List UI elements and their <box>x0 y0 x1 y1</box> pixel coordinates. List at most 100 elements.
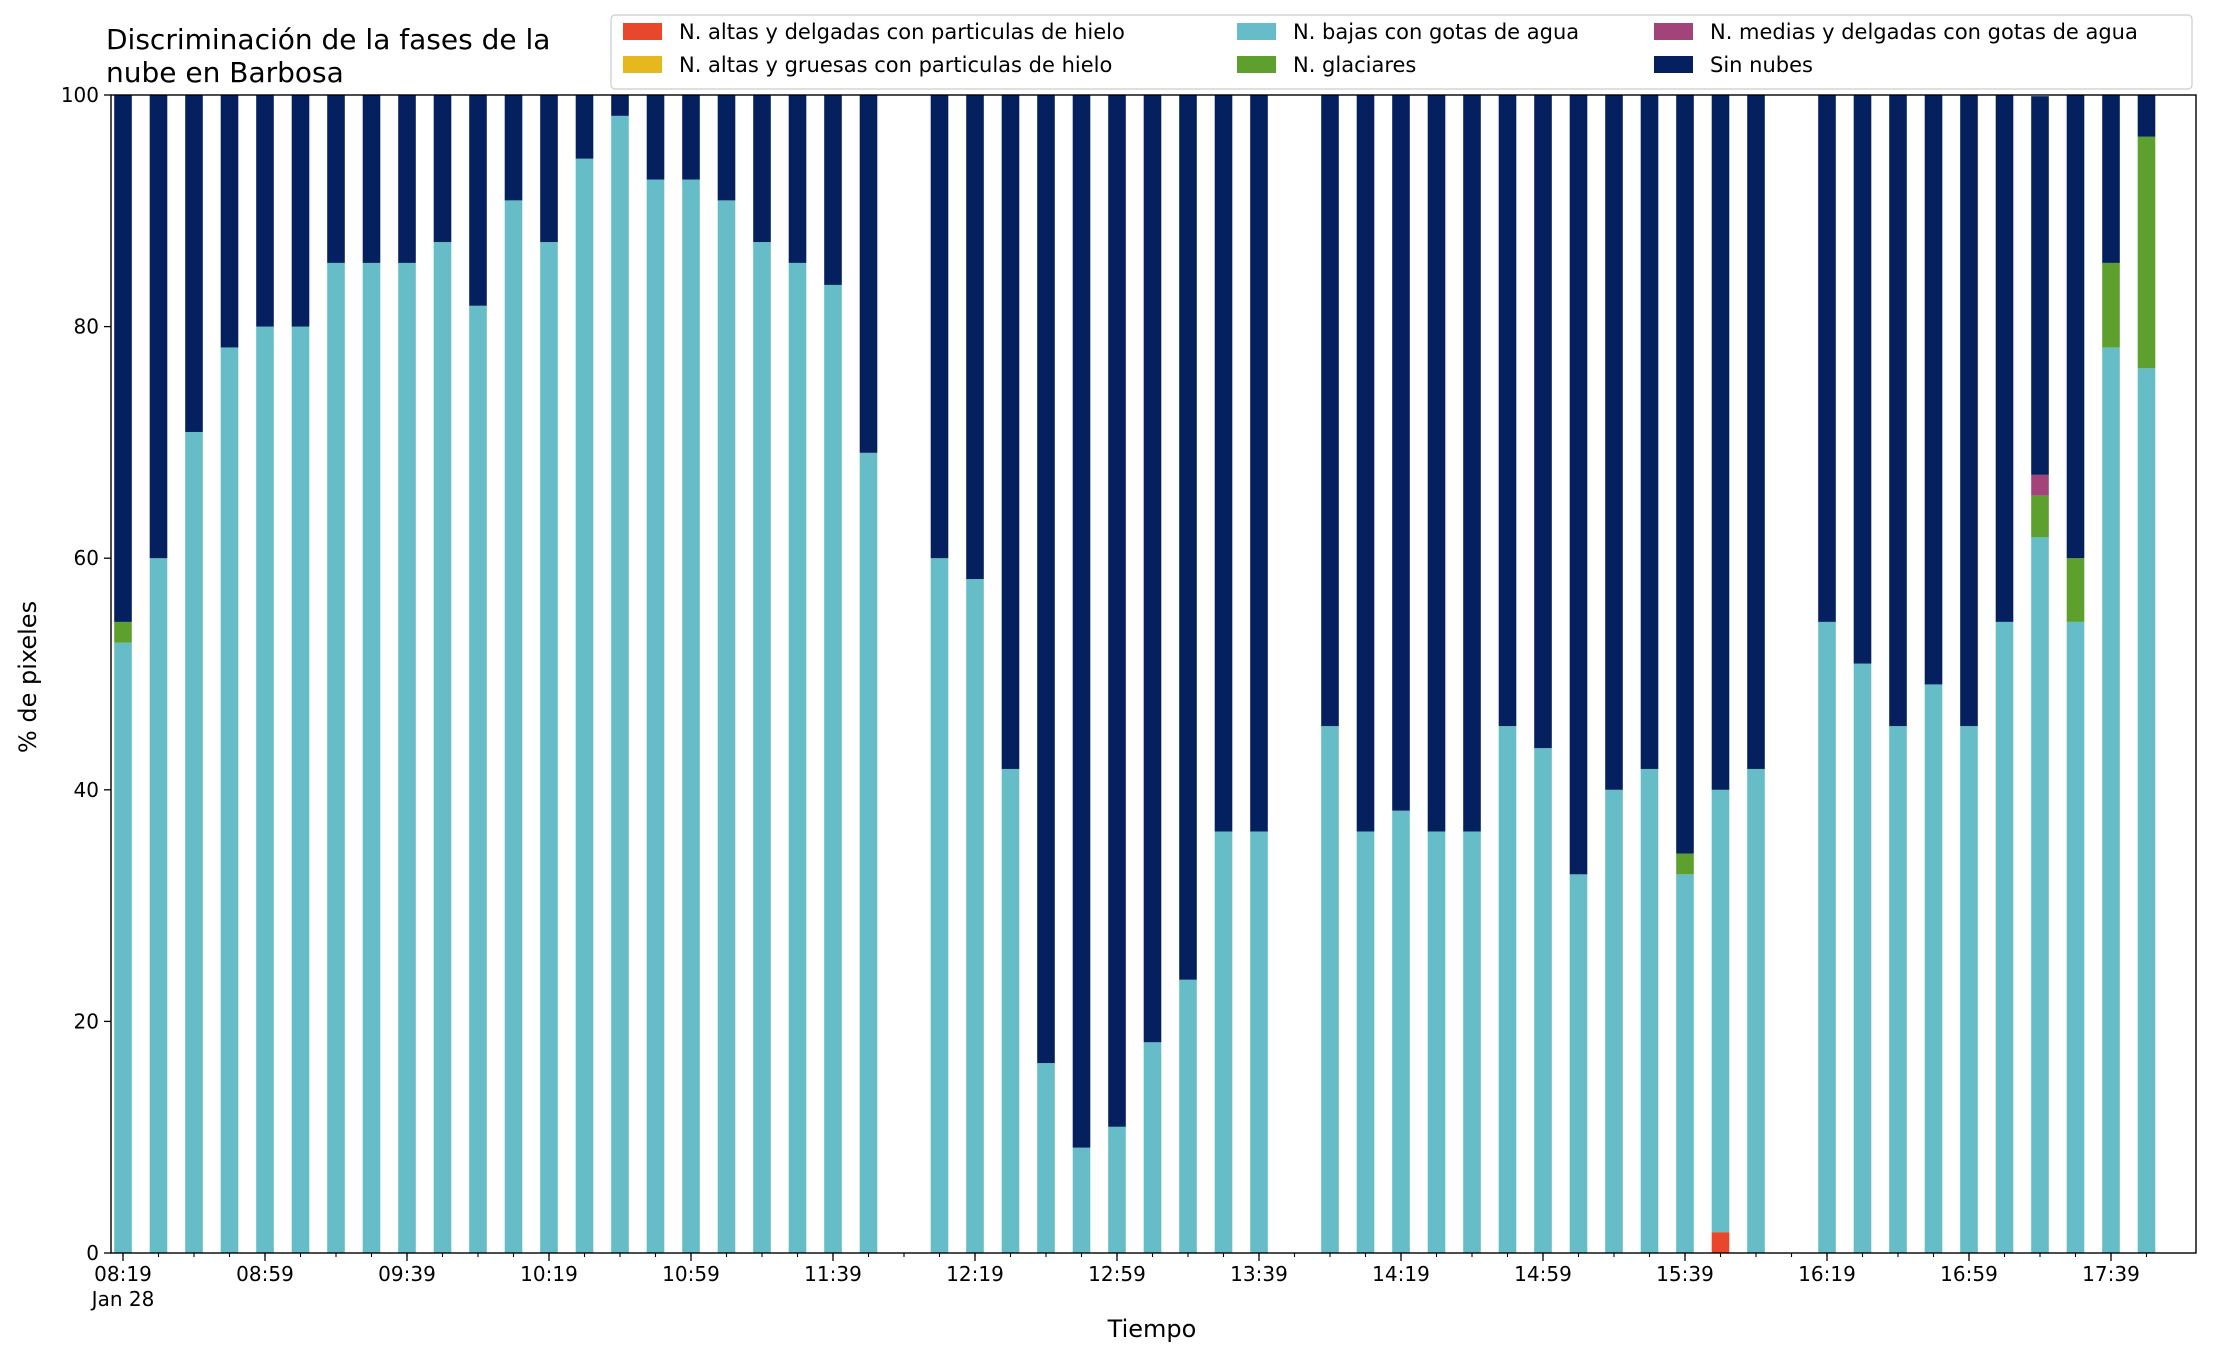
bar-segment-s5-0939 <box>398 95 416 263</box>
bar-segment-s2-0949 <box>433 242 452 1253</box>
bar-segment-s5-0819 <box>114 95 132 622</box>
bar-segment-s2-1639 <box>1889 726 1907 1253</box>
x-tick-label: 09:39 <box>378 1262 436 1286</box>
legend-swatch <box>1237 56 1276 73</box>
bar-segment-s5-1039 <box>611 95 629 116</box>
bar-segment-s5-1209 <box>930 95 949 559</box>
bar-segment-s5-1239 <box>1037 95 1055 1064</box>
x-tick-label: 14:59 <box>1514 1262 1572 1286</box>
x-tick-label: 12:59 <box>1088 1262 1146 1286</box>
bar-segment-s5-1139 <box>824 95 842 285</box>
bar-segment-s0-1549 <box>1711 1232 1730 1253</box>
bar-segment-s2-1119 <box>753 242 771 1253</box>
bar-segment-s3-1749 <box>2137 136 2156 369</box>
bar-segment-s2-0929 <box>362 262 381 1253</box>
bar-segment-s2-1429 <box>1427 831 1446 1253</box>
bar-segment-s5-0929 <box>362 95 381 263</box>
y-tick-label: 0 <box>86 1241 99 1265</box>
legend-label: N. altas y gruesas con particulas de hie… <box>679 53 1112 77</box>
bar-segment-s5-1709 <box>1995 95 2014 622</box>
bar-segment-s2-0839 <box>185 431 203 1254</box>
bar-segment-s2-1529 <box>1640 768 1659 1253</box>
bar-segment-s3-1539 <box>1676 853 1694 875</box>
legend-swatch <box>1654 23 1693 40</box>
bar-segment-s2-1139 <box>824 284 842 1253</box>
bar-segment-s2-1749 <box>2137 368 2156 1253</box>
bar-segment-s5-1259 <box>1108 95 1126 1127</box>
legend-swatch <box>623 56 662 73</box>
y-tick-label: 80 <box>74 315 99 339</box>
bar-segment-s5-1509 <box>1569 95 1588 875</box>
legend-label: Sin nubes <box>1710 53 1813 77</box>
chart-title-line: Discriminación de la fases de la <box>106 23 550 56</box>
bar-segment-s5-1559 <box>1747 95 1765 769</box>
bar-segment-s2-0819 <box>114 642 132 1253</box>
bar-segment-s5-0829 <box>149 95 168 559</box>
bar-segment-s3-1719 <box>2031 495 2049 538</box>
bars-layer <box>114 95 2156 1254</box>
legend-label: N. glaciares <box>1293 53 1416 77</box>
x-axis-label: Tiempo <box>1107 1315 1197 1343</box>
x-tick-label: 16:19 <box>1798 1262 1856 1286</box>
bar-segment-s4-1719 <box>2031 474 2049 496</box>
bar-segment-s2-1339 <box>1250 831 1268 1253</box>
bar-segment-s2-0909 <box>291 326 310 1254</box>
bar-segment-s2-0849 <box>220 347 239 1253</box>
y-tick-label: 100 <box>61 83 99 107</box>
bar-segment-s2-1739 <box>2102 347 2120 1253</box>
bar-segment-s5-1429 <box>1427 95 1446 832</box>
bar-segment-s5-1539 <box>1676 95 1694 854</box>
legend-swatch <box>623 23 662 40</box>
y-axis-label: % de pixeles <box>14 601 42 753</box>
bar-segment-s2-1619 <box>1818 621 1836 1253</box>
bar-segment-s3-0819 <box>114 621 132 643</box>
x-tick-label: 17:39 <box>2082 1262 2140 1286</box>
bar-segment-s5-1439 <box>1463 95 1481 832</box>
bar-segment-s2-1229 <box>1001 768 1020 1253</box>
bar-segment-s5-1739 <box>2102 95 2120 263</box>
bar-segment-s5-1339 <box>1250 95 1268 832</box>
bar-segment-s2-1719 <box>2031 537 2049 1253</box>
bar-segment-s5-0909 <box>291 95 310 327</box>
x-tick-label: 16:59 <box>1940 1262 1998 1286</box>
bar-segment-s2-1019 <box>540 242 558 1253</box>
bar-segment-s2-1709 <box>1995 621 2014 1253</box>
y-tick-label: 40 <box>74 778 99 802</box>
bar-segment-s2-1309 <box>1143 1042 1162 1253</box>
bar-segment-s5-0919 <box>327 95 345 263</box>
x-tick-label: 15:39 <box>1656 1262 1714 1286</box>
bar-segment-s2-1009 <box>504 200 523 1253</box>
x-tick-label: 08:19 <box>94 1262 152 1286</box>
bar-segment-s2-1539 <box>1676 874 1694 1253</box>
bar-segment-s5-1549 <box>1711 95 1730 790</box>
bar-segment-s2-0919 <box>327 262 345 1253</box>
bar-segment-s5-1639 <box>1889 95 1907 727</box>
bar-segment-s2-0959 <box>469 305 487 1253</box>
bar-segment-s5-0959 <box>469 95 487 306</box>
legend-label: N. altas y delgadas con particulas de hi… <box>679 20 1125 44</box>
bar-segment-s2-1509 <box>1569 874 1588 1253</box>
y-tick-label: 60 <box>74 546 99 570</box>
legend-swatch <box>1237 23 1276 40</box>
legend-swatch <box>1654 56 1693 73</box>
bar-segment-s2-1029 <box>575 158 594 1254</box>
bar-segment-s2-1439 <box>1463 831 1481 1253</box>
bar-segment-s5-1019 <box>540 95 558 243</box>
bar-segment-s2-1419 <box>1392 810 1410 1253</box>
x-tick-label: 11:39 <box>804 1262 862 1286</box>
x-tick-label: 08:59 <box>236 1262 294 1286</box>
bar-segment-s2-1109 <box>717 200 736 1253</box>
bar-segment-s2-1409 <box>1356 831 1375 1253</box>
legend-label: N. bajas con gotas de agua <box>1293 20 1579 44</box>
bar-segment-s5-0859 <box>256 95 274 327</box>
bar-segment-s5-1529 <box>1640 95 1659 769</box>
bar-segment-s2-1209 <box>930 558 949 1253</box>
bar-segment-s5-0849 <box>220 95 239 348</box>
bar-segment-s2-1149 <box>859 452 878 1253</box>
x-tick-label: 10:19 <box>520 1262 578 1286</box>
bar-segment-s5-1149 <box>859 95 878 453</box>
legend: N. altas y delgadas con particulas de hi… <box>610 14 2193 90</box>
x-tick-label: 10:59 <box>662 1262 720 1286</box>
